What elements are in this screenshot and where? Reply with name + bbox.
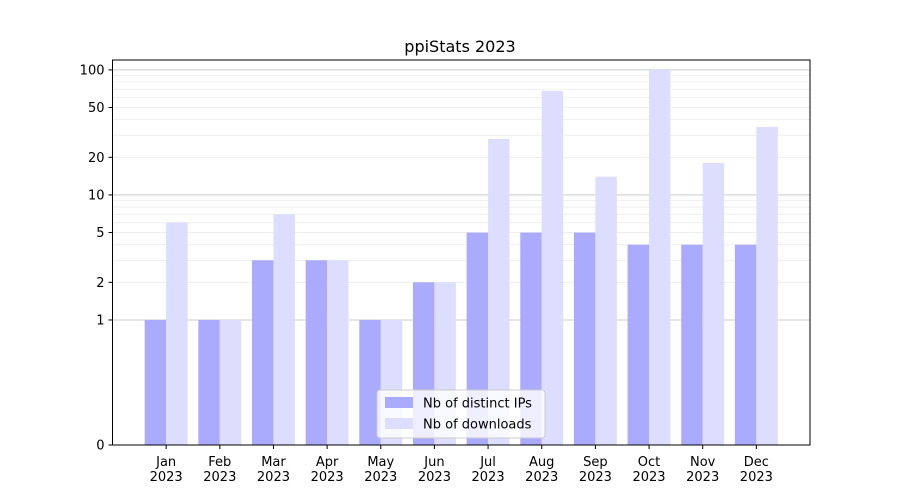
chart-title: ppiStats 2023: [404, 37, 515, 56]
y-tick-label: 2: [96, 276, 104, 291]
y-tick-label: 20: [88, 151, 105, 166]
legend-box: [376, 389, 546, 439]
y-tick-label: 10: [88, 188, 105, 203]
legend-label: Nb of downloads: [423, 418, 532, 433]
y-tick-label: 1: [96, 313, 104, 328]
bar-distinct-ips-8: [573, 232, 596, 445]
grid-lines: [112, 69, 810, 321]
bar-downloads-2: [273, 214, 295, 445]
y-tick-label: 5: [96, 226, 104, 241]
bar-downloads-11: [756, 126, 778, 446]
x-tick-label: Sep 2023: [579, 455, 612, 485]
bar-distinct-ips-10: [681, 244, 703, 445]
legend[interactable]: Nb of distinct IPs Nb of downloads: [376, 389, 546, 439]
bar-downloads-7: [541, 90, 564, 446]
bar-distinct-ips-1: [198, 319, 220, 445]
y-tick-label: 0: [96, 439, 104, 454]
bar-distinct-ips-4: [359, 319, 381, 445]
y-tick-label: 50: [88, 101, 105, 116]
bar-downloads-6: [488, 139, 510, 445]
bar-downloads-1: [219, 319, 242, 445]
x-tick-label: Apr 2023: [311, 455, 344, 485]
bar-distinct-ips-2: [252, 260, 274, 445]
x-tick-label: Jun 2023: [418, 455, 451, 485]
legend-swatch: [385, 397, 413, 408]
y-axis: 0 1 2 5 10 20 50 100: [80, 63, 113, 454]
bars: [144, 69, 778, 446]
x-tick-label: Oct 2023: [632, 455, 665, 485]
bar-downloads-9: [649, 69, 671, 446]
x-tick-label: Aug 2023: [525, 455, 558, 485]
x-tick-label: Mar 2023: [257, 455, 290, 485]
legend-label: Nb of distinct IPs: [423, 397, 532, 412]
x-axis: Jan 2023 Feb 2023 Mar 2023 Apr 2023 May 2023 Jun 20…: [150, 445, 773, 485]
y-tick-label: 100: [80, 63, 105, 78]
plot-area-frame: [112, 59, 811, 446]
bar-distinct-ips-9: [627, 244, 650, 445]
x-tick-label: May 2023: [364, 455, 397, 485]
x-tick-label: Jan 2023: [150, 455, 183, 485]
bar-downloads-0: [166, 222, 188, 445]
bar-downloads-8: [595, 176, 617, 445]
x-tick-label: Feb 2023: [203, 455, 236, 485]
x-tick-label: Nov 2023: [686, 455, 719, 485]
bar-downloads-10: [702, 163, 725, 445]
x-tick-label: Jul 2023: [472, 455, 505, 485]
bar-distinct-ips-0: [144, 319, 167, 445]
x-tick-label: Dec 2023: [740, 455, 773, 485]
legend-swatch: [385, 418, 413, 429]
bar-distinct-ips-3: [305, 260, 328, 445]
bar-distinct-ips-11: [734, 244, 757, 445]
bar-downloads-3: [327, 260, 349, 445]
